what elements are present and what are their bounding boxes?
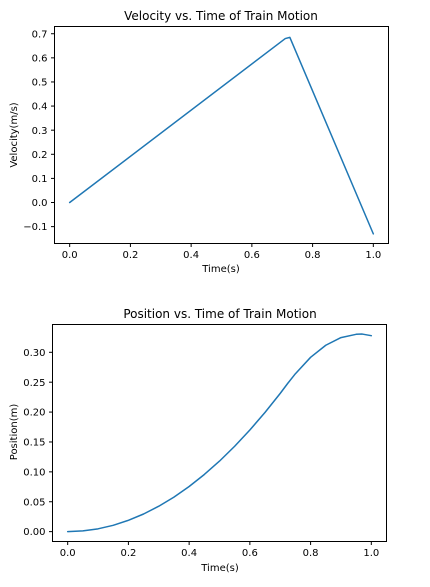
velocity-chart-ytick-label: 0.0 — [32, 198, 48, 209]
position-chart-xtick-label: 0.2 — [120, 548, 136, 559]
velocity-chart-xtick-label: 1.0 — [365, 250, 381, 261]
velocity-chart-xtick-label: 0.4 — [183, 250, 199, 261]
position-chart-xtick-label: 0.6 — [242, 548, 258, 559]
velocity-chart-title: Velocity vs. Time of Train Motion — [124, 9, 318, 23]
position-chart-xtick-label: 0.0 — [60, 548, 76, 559]
velocity-chart: Velocity vs. Time of Train Motion Veloci… — [9, 9, 389, 275]
position-chart-ytick-label: 0.00 — [23, 527, 45, 538]
velocity-chart-xtick-label: 0.2 — [122, 250, 138, 261]
position-chart-xtick-label: 0.8 — [303, 548, 319, 559]
position-chart-xtick-label: 0.4 — [181, 548, 197, 559]
velocity-chart-ytick-label: 0.4 — [32, 102, 48, 113]
position-chart-frame — [52, 324, 387, 542]
position-chart: Position vs. Time of Train Motion Positi… — [9, 307, 387, 574]
velocity-chart-frame — [54, 26, 389, 244]
position-chart-series-line — [66, 333, 373, 533]
velocity-chart-ticks: 0.0 0.2 0.4 0.6 0.8 1.0 −0.1 0.0 0.1 0.2 0.3 0.4 0.5… — [23, 29, 381, 261]
velocity-chart-ytick-label: 0.3 — [32, 126, 48, 137]
position-chart-ticks: 0.0 0.2 0.4 0.6 0.8 1.0 0.00 0.05 0.10 0.15 0.20 0.… — [23, 348, 379, 559]
velocity-chart-xlabel: Time(s) — [201, 264, 240, 275]
position-chart-ytick-label: 0.10 — [23, 467, 45, 478]
velocity-chart-xtick-label: 0.6 — [244, 250, 260, 261]
position-chart-series — [66, 333, 373, 533]
position-chart-xtick-label: 1.0 — [363, 548, 379, 559]
velocity-chart-xtick-label: 0.0 — [62, 250, 78, 261]
position-chart-ytick-label: 0.30 — [23, 348, 45, 359]
position-chart-xlabel: Time(s) — [200, 563, 239, 574]
velocity-chart-ytick-label: 0.1 — [32, 174, 48, 185]
velocity-chart-series-line — [68, 36, 375, 235]
velocity-chart-ytick-label: 0.6 — [32, 53, 48, 64]
position-chart-title: Position vs. Time of Train Motion — [123, 307, 316, 321]
velocity-chart-ylabel: Velocity(m/s) — [9, 102, 20, 167]
velocity-chart-series — [68, 36, 375, 235]
velocity-chart-ytick-label: −0.1 — [23, 222, 47, 233]
velocity-chart-xtick-label: 0.8 — [305, 250, 321, 261]
position-chart-ytick-label: 0.05 — [23, 497, 45, 508]
position-chart-ytick-label: 0.20 — [23, 408, 45, 419]
velocity-chart-ytick-label: 0.2 — [32, 150, 48, 161]
velocity-chart-ytick-label: 0.7 — [32, 29, 48, 40]
velocity-chart-ytick-label: 0.5 — [32, 78, 48, 89]
position-chart-ytick-label: 0.25 — [23, 378, 45, 389]
position-chart-ytick-label: 0.15 — [23, 438, 45, 449]
position-chart-ylabel: Position(m) — [9, 404, 20, 461]
